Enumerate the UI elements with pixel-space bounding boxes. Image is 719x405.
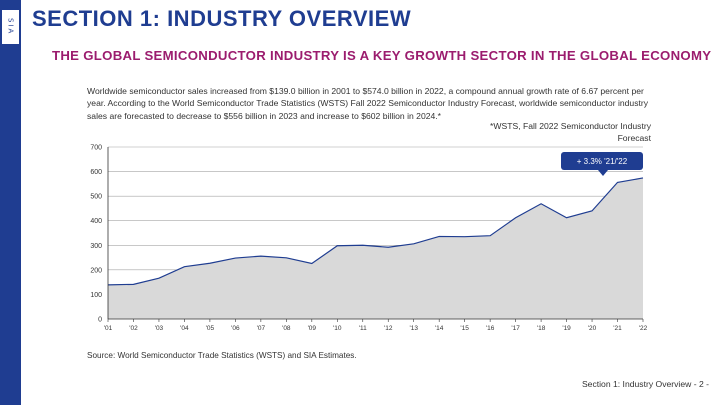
sia-logo-text: SIA — [6, 18, 15, 36]
source-note: Source: World Semiconductor Trade Statis… — [87, 351, 357, 360]
x-tick-label: '21 — [613, 325, 622, 332]
y-tick-label: 100 — [90, 292, 102, 299]
x-tick-label: '13 — [409, 325, 418, 332]
x-tick-label: '22 — [639, 325, 648, 332]
callout-box — [561, 152, 643, 170]
x-tick-label: '11 — [359, 325, 367, 332]
page-subtitle: THE GLOBAL SEMICONDUCTOR INDUSTRY IS A K… — [52, 48, 712, 63]
callout-label: + 3.3% '21/'22 — [577, 157, 628, 166]
intro-paragraph: Worldwide semiconductor sales increased … — [87, 86, 649, 121]
x-tick-label: '01 — [104, 325, 113, 332]
x-tick-label: '06 — [231, 325, 240, 332]
callout-pointer — [598, 170, 608, 176]
x-tick-label: '18 — [537, 325, 546, 332]
x-tick-label: '16 — [486, 325, 495, 332]
sales-line — [107, 177, 644, 286]
chart-axes — [107, 147, 644, 322]
x-tick-label: '08 — [282, 325, 291, 332]
sales-area-fill — [108, 177, 643, 319]
x-tick-label: '05 — [206, 325, 215, 332]
x-tick-label: '14 — [435, 325, 444, 332]
forecast-footnote: *WSTS, Fall 2022 Semiconductor Industry … — [490, 121, 651, 144]
growth-callout: + 3.3% '21/'22 — [561, 152, 643, 176]
x-tick-label: '04 — [180, 325, 189, 332]
y-tick-label: 0 — [98, 317, 102, 324]
x-tick-label: '10 — [333, 325, 342, 332]
x-tick-label: '09 — [308, 325, 317, 332]
y-tick-label: 200 — [90, 267, 102, 274]
page-title: SECTION 1: INDUSTRY OVERVIEW — [32, 6, 412, 31]
page-footer-label: Section 1: Industry Overview - 2 - — [581, 379, 709, 389]
x-tick-label: '20 — [588, 325, 597, 332]
sia-logo: SIA — [2, 10, 19, 44]
x-tick-label: '12 — [384, 325, 393, 332]
x-tick-label: '02 — [129, 325, 138, 332]
y-tick-label: 600 — [90, 169, 102, 176]
chart-labels: 0 100 200 300 400 500 600 700 '01 '02 '03 '04 '05 '06… — [90, 145, 647, 333]
x-tick-label: '15 — [460, 325, 469, 332]
x-tick-label: '07 — [257, 325, 266, 332]
y-tick-label: 300 — [90, 243, 102, 250]
x-tick-label: '19 — [562, 325, 571, 332]
x-tick-label: '03 — [155, 325, 164, 332]
sidebar-bar: SIA — [0, 0, 21, 405]
y-tick-label: 700 — [90, 145, 102, 152]
y-tick-label: 500 — [90, 194, 102, 201]
x-tick-label: '17 — [511, 325, 520, 332]
y-tick-label: 400 — [90, 218, 102, 225]
